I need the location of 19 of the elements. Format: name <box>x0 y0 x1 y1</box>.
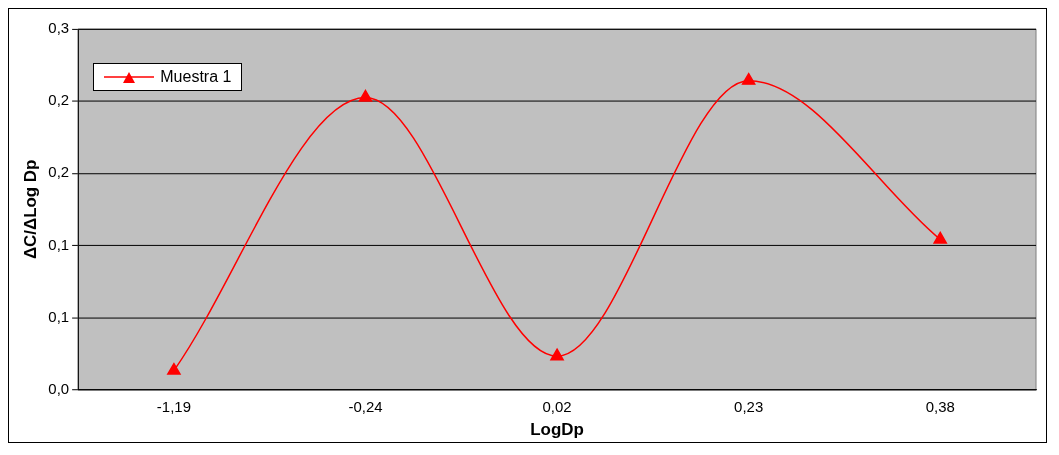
point <box>741 72 756 85</box>
point <box>167 362 181 375</box>
x-tick-label: 0,02 <box>542 397 572 415</box>
x-tick-label: -0,24 <box>348 397 383 415</box>
y-axis-title: ΔC/ΔLog Dp <box>20 159 40 260</box>
point <box>933 231 948 244</box>
y-tick-label: 0,2 <box>48 163 70 181</box>
y-tick-label: 0,1 <box>48 235 70 253</box>
x-tick-label: -1,19 <box>156 397 191 415</box>
x-tick-label: 0,23 <box>734 397 764 415</box>
y-tick-label: 0,3 <box>48 19 70 37</box>
point <box>550 348 564 361</box>
legend-label: Muestra 1 <box>160 68 232 86</box>
x-axis-title: LogDp <box>530 419 584 439</box>
y-tick-label: 0,1 <box>48 307 70 325</box>
x-tick-label: 0,38 <box>925 397 955 415</box>
y-tick-label: 0,2 <box>48 91 70 109</box>
y-tick-label: 0,0 <box>48 379 70 397</box>
point <box>358 89 373 102</box>
